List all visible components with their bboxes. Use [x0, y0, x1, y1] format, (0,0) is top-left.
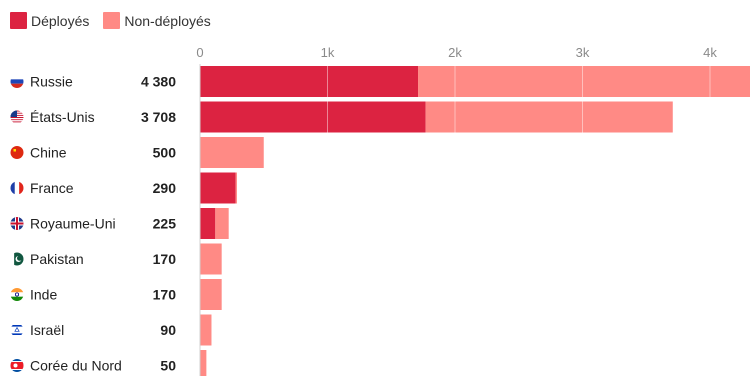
- flag-china-icon: [10, 146, 24, 159]
- x-tick-label: 3k: [576, 45, 590, 60]
- total-value-label: 170: [153, 287, 177, 303]
- bar-non-deployed[interactable]: [200, 350, 207, 376]
- country-label: Corée du Nord: [30, 358, 122, 374]
- legend-item-non-deployed[interactable]: Non-déployés: [103, 12, 211, 29]
- country-label: France: [30, 180, 74, 196]
- flag-india-icon: [10, 288, 24, 301]
- legend-label-non-deployed: Non-déployés: [124, 12, 211, 29]
- total-value-label: 225: [153, 216, 177, 232]
- bar-non-deployed[interactable]: [200, 243, 222, 275]
- total-value-label: 170: [153, 251, 177, 267]
- country-label: Pakistan: [30, 251, 84, 267]
- legend-label-deployed: Déployés: [31, 12, 90, 29]
- bar-non-deployed[interactable]: [200, 137, 264, 168]
- bar-non-deployed[interactable]: [200, 279, 222, 310]
- legend-swatch-deployed: [10, 12, 27, 29]
- country-label: Inde: [30, 287, 57, 303]
- total-value-label: 90: [160, 322, 176, 338]
- country-label: Royaume-Uni: [30, 216, 116, 232]
- flag-russia-icon: [10, 75, 24, 88]
- total-value-label: 500: [153, 145, 177, 161]
- x-tick-label: 0: [196, 45, 203, 60]
- flag-pakistan-icon: [10, 252, 24, 266]
- flag-north-korea-icon: [10, 359, 24, 372]
- bar-deployed[interactable]: [200, 208, 216, 239]
- country-label: Israël: [30, 322, 64, 338]
- total-value-label: 3 708: [141, 109, 176, 125]
- legend-item-deployed[interactable]: Déployés: [10, 12, 89, 29]
- bar-non-deployed[interactable]: [425, 101, 673, 133]
- flag-uk-icon: [10, 217, 24, 230]
- bar-non-deployed[interactable]: [215, 208, 229, 239]
- country-label: Russie: [30, 74, 73, 90]
- total-value-label: 4 380: [141, 74, 176, 90]
- x-tick-label: 1k: [321, 45, 335, 60]
- x-tick-label: 2k: [448, 45, 462, 60]
- flag-israel-icon: [10, 323, 24, 337]
- bar-non-deployed[interactable]: [200, 314, 212, 346]
- flag-usa-icon: [10, 110, 24, 124]
- x-tick-label: 4k: [703, 45, 717, 60]
- chart-legend: Déployés Non-déployés: [10, 12, 225, 29]
- bar-non-deployed[interactable]: [418, 66, 750, 97]
- bar-deployed[interactable]: [200, 66, 419, 97]
- country-label: Chine: [30, 145, 67, 161]
- total-value-label: 290: [153, 180, 177, 196]
- bar-deployed[interactable]: [200, 101, 426, 133]
- legend-swatch-non-deployed: [103, 12, 121, 29]
- total-value-label: 50: [160, 358, 176, 374]
- bar-deployed[interactable]: [200, 172, 236, 204]
- country-label: États-Unis: [30, 109, 95, 125]
- bar-non-deployed[interactable]: [235, 172, 237, 204]
- flag-france-icon: [10, 181, 24, 195]
